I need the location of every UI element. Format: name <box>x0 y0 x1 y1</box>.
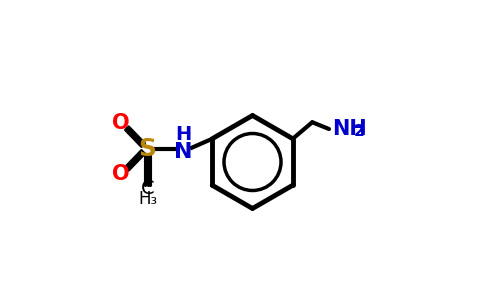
Text: C: C <box>141 179 154 198</box>
Text: O: O <box>112 113 129 133</box>
Text: NH: NH <box>332 119 367 139</box>
Text: 2: 2 <box>354 124 364 139</box>
Text: H₃: H₃ <box>138 190 157 208</box>
Text: O: O <box>112 164 129 184</box>
Text: S: S <box>138 136 156 160</box>
Text: H: H <box>175 125 192 145</box>
Text: N: N <box>174 142 193 161</box>
